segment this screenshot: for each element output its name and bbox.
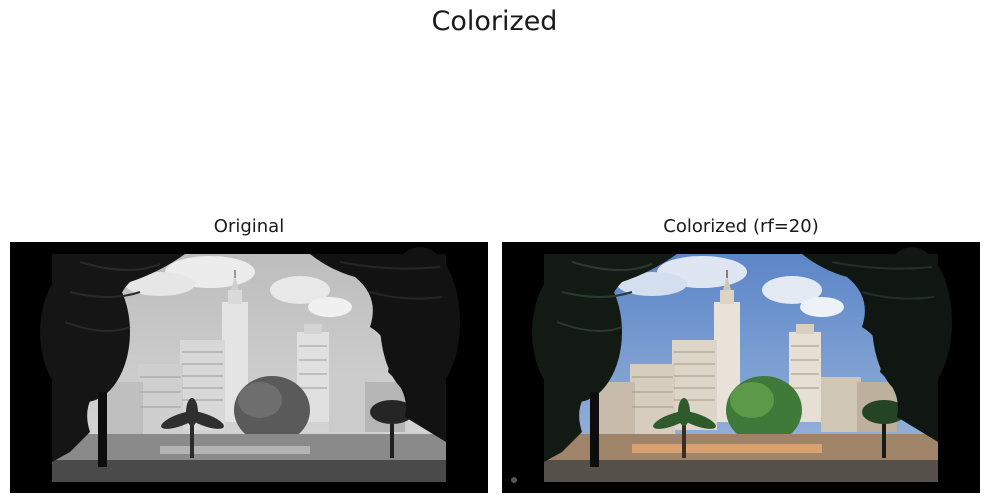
colorized-photo-illustration <box>502 242 980 493</box>
colorized-image <box>502 242 980 493</box>
colorized-panel-title: Colorized (rf=20) <box>663 216 819 237</box>
original-image <box>10 242 488 493</box>
original-panel-title: Original <box>213 216 285 237</box>
original-photo-illustration <box>10 242 488 493</box>
figure-title: Colorized <box>431 6 558 37</box>
